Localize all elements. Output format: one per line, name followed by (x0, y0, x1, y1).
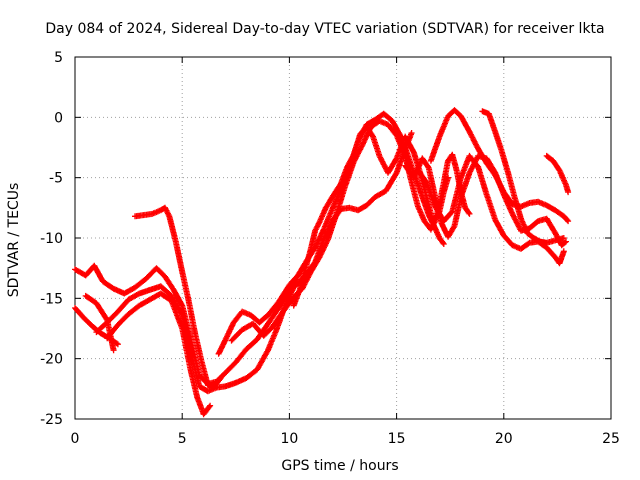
data-point-markers (543, 152, 572, 196)
x-tick-label: 5 (178, 431, 187, 447)
chart-title: Day 084 of 2024, Sidereal Day-to-day VTE… (45, 21, 604, 37)
y-tick-label: -15 (40, 291, 63, 307)
data-point-markers (479, 108, 567, 246)
x-tick-labels: 0 5 10 15 20 25 (71, 431, 620, 447)
y-tick-label: 5 (54, 50, 63, 66)
series-track-6 (132, 204, 224, 390)
y-tick-label: -10 (40, 231, 63, 247)
x-tick-label: 15 (388, 431, 406, 447)
x-tick-label: 0 (71, 431, 80, 447)
axis-ticks (74, 56, 612, 420)
data-marks (72, 107, 572, 418)
y-axis-label: SDTVAR / TECUs (6, 183, 22, 298)
y-tick-label: 0 (54, 110, 63, 126)
series-track-14 (543, 152, 572, 196)
y-tick-labels: -25 -20 -15 -10 -5 0 5 (40, 50, 63, 428)
x-axis-label: GPS time / hours (281, 458, 398, 474)
x-tick-label: 10 (280, 431, 298, 447)
data-point-markers (132, 204, 224, 390)
y-tick-label: -20 (40, 352, 63, 368)
y-tick-label: -25 (40, 412, 63, 428)
data-point-markers (415, 152, 567, 267)
x-tick-label: 20 (495, 431, 513, 447)
data-point-markers (104, 290, 214, 418)
data-point-markers (427, 107, 572, 225)
series-track-12 (427, 107, 572, 225)
series-track-5 (104, 290, 214, 418)
x-tick-label: 25 (602, 431, 620, 447)
series-track-11 (415, 152, 567, 267)
y-tick-label: -5 (49, 171, 63, 187)
series-track-13 (479, 108, 567, 246)
